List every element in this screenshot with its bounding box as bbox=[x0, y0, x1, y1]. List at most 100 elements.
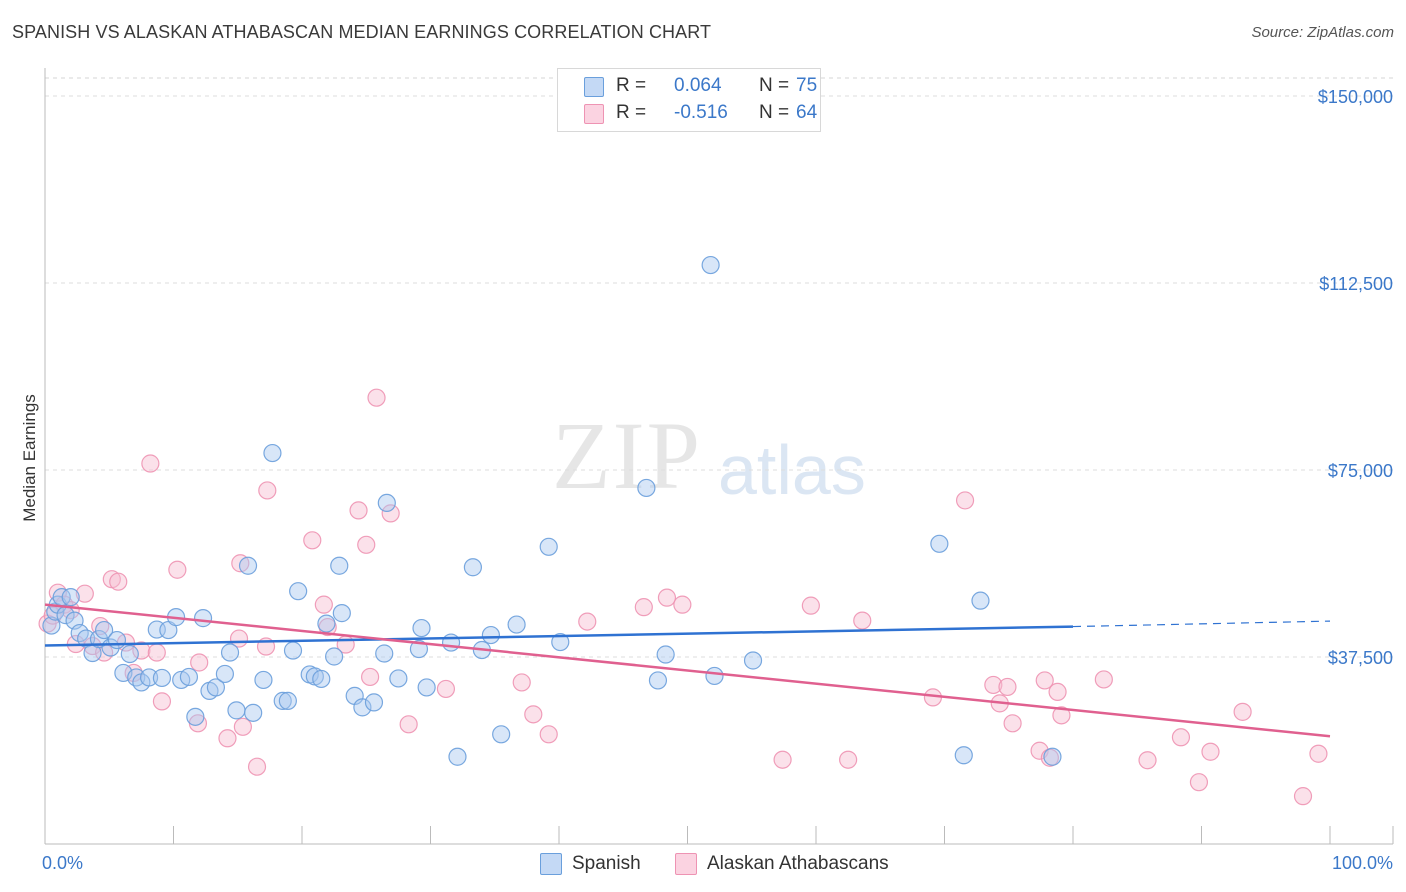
point-alaskan bbox=[132, 641, 151, 660]
point-spanish bbox=[481, 625, 500, 645]
point-spanish bbox=[971, 591, 990, 610]
point-spanish bbox=[551, 632, 570, 652]
point-spanish bbox=[412, 618, 431, 638]
point-spanish bbox=[1043, 747, 1062, 766]
trend-lines bbox=[44, 603, 1331, 738]
point-spanish bbox=[330, 556, 349, 575]
point-alaskan bbox=[233, 717, 252, 736]
bottom-swatch-alaskan bbox=[675, 853, 697, 875]
point-alaskan bbox=[1201, 742, 1220, 761]
point-alaskan bbox=[247, 757, 267, 776]
point-alaskan bbox=[673, 595, 692, 614]
point-spanish bbox=[42, 616, 61, 635]
chart-title: SPANISH VS ALASKAN ATHABASCAN MEDIAN EAR… bbox=[12, 22, 712, 42]
point-alaskan bbox=[801, 596, 820, 615]
y-tick-label: $75,000 bbox=[1328, 461, 1393, 481]
point-alaskan bbox=[853, 611, 872, 630]
legend-n-value: 75 bbox=[796, 75, 818, 96]
point-spanish bbox=[107, 630, 127, 650]
point-alaskan bbox=[578, 612, 597, 631]
bottom-label-spanish: Spanish bbox=[572, 853, 641, 874]
point-spanish bbox=[389, 669, 408, 688]
point-alaskan bbox=[1171, 728, 1191, 747]
point-alaskan bbox=[314, 595, 333, 614]
legend-r-label: R = bbox=[616, 75, 647, 96]
point-alaskan bbox=[147, 643, 166, 662]
point-spanish bbox=[539, 537, 558, 556]
point-spanish bbox=[120, 644, 139, 664]
point-alaskan bbox=[1233, 702, 1252, 721]
point-spanish bbox=[139, 668, 159, 687]
point-spanish bbox=[701, 255, 720, 275]
point-spanish bbox=[637, 478, 656, 498]
point-alaskan bbox=[539, 725, 558, 744]
point-spanish bbox=[743, 651, 763, 670]
point-spanish bbox=[283, 641, 303, 660]
point-alaskan bbox=[955, 491, 975, 510]
point-alaskan bbox=[1293, 787, 1313, 806]
point-spanish bbox=[448, 747, 467, 766]
point-alaskan bbox=[524, 705, 543, 724]
legend-n-label: N = bbox=[759, 75, 790, 96]
trend-line-alaskan bbox=[44, 603, 1331, 738]
point-spanish bbox=[312, 669, 331, 689]
point-spanish bbox=[215, 664, 234, 684]
point-alaskan bbox=[168, 560, 187, 579]
point-spanish bbox=[705, 666, 724, 686]
point-alaskan bbox=[303, 531, 322, 550]
axes bbox=[44, 68, 1394, 845]
point-spanish bbox=[244, 703, 263, 722]
point-spanish bbox=[409, 639, 429, 659]
point-alaskan bbox=[984, 675, 1003, 695]
point-alaskan bbox=[218, 729, 237, 748]
point-alaskan bbox=[367, 388, 386, 407]
bottom-swatch-spanish bbox=[540, 853, 562, 875]
legend-swatch-alaskan bbox=[584, 104, 604, 124]
y-axis-label: Median Earnings bbox=[20, 394, 39, 522]
point-alaskan bbox=[349, 501, 368, 520]
point-spanish bbox=[127, 668, 146, 687]
point-alaskan bbox=[1309, 744, 1328, 763]
point-spanish bbox=[656, 645, 675, 664]
point-spanish bbox=[648, 671, 668, 690]
point-alaskan bbox=[1138, 751, 1157, 770]
point-spanish bbox=[220, 643, 240, 662]
point-alaskan bbox=[657, 588, 677, 607]
point-alaskan bbox=[1189, 773, 1209, 792]
point-alaskan bbox=[141, 454, 160, 473]
point-alaskan bbox=[839, 750, 858, 769]
point-alaskan bbox=[399, 715, 418, 734]
point-spanish bbox=[238, 556, 258, 575]
point-alaskan bbox=[75, 584, 94, 603]
point-spanish bbox=[463, 558, 483, 577]
point-spanish bbox=[263, 443, 282, 463]
point-spanish bbox=[227, 701, 246, 720]
point-spanish bbox=[193, 609, 213, 628]
correlation-legend: R = 0.064 N = 75 R = -0.516 N = 64 bbox=[557, 68, 821, 132]
point-spanish bbox=[289, 582, 308, 601]
point-spanish bbox=[152, 668, 172, 688]
x-tick-label-max: 100.0% bbox=[1332, 853, 1393, 873]
legend-r-value: -0.516 bbox=[674, 102, 728, 123]
x-tick-label-min: 0.0% bbox=[42, 853, 83, 873]
point-alaskan bbox=[357, 535, 376, 554]
legend-n-label: N = bbox=[759, 102, 790, 123]
point-alaskan bbox=[152, 692, 172, 711]
point-spanish bbox=[377, 493, 396, 513]
bottom-label-alaskan: Alaskan Athabascans bbox=[707, 853, 889, 874]
point-spanish bbox=[417, 678, 436, 697]
legend-n-value: 64 bbox=[796, 102, 818, 123]
point-spanish bbox=[441, 633, 461, 652]
point-alaskan bbox=[512, 673, 531, 692]
point-alaskan bbox=[773, 750, 792, 769]
point-spanish bbox=[254, 670, 273, 690]
point-spanish bbox=[375, 644, 394, 663]
point-spanish bbox=[179, 667, 199, 687]
point-spanish bbox=[364, 693, 384, 712]
tick-labels: $37,500 $75,000 $112,500 $150,000 0.0% 100.0% bbox=[42, 87, 1393, 873]
point-spanish bbox=[325, 647, 344, 666]
legend-r-label: R = bbox=[616, 102, 647, 123]
point-alaskan bbox=[634, 598, 653, 617]
series-alaskan-points bbox=[38, 388, 1328, 806]
point-alaskan bbox=[361, 667, 380, 687]
